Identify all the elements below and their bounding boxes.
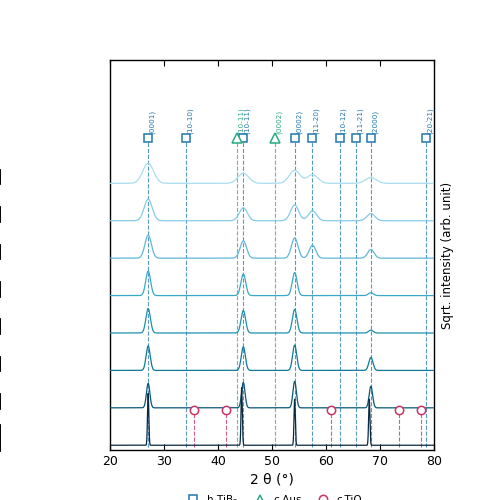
Y-axis label: Sqrt. intensity (arb. unit): Sqrt. intensity (arb. unit) <box>441 182 454 328</box>
Text: (11-21): (11-21) <box>357 108 363 134</box>
Text: (10-11): (10-11) <box>244 108 250 134</box>
Text: (20-͘21): (20-͘21) <box>427 108 434 134</box>
Text: (2000): (2000) <box>372 110 378 134</box>
Text: (0001): (0001) <box>149 110 156 134</box>
Legend: h-TiB$_2$, c-Aus, c-TiO: h-TiB$_2$, c-Aus, c-TiO <box>178 489 366 500</box>
Text: (10-12): (10-12) <box>340 108 347 134</box>
X-axis label: 2 θ (°): 2 θ (°) <box>250 472 294 486</box>
Text: (11-20): (11-20) <box>313 108 320 134</box>
Text: (10-11): (10-11) <box>238 108 244 134</box>
Text: (0002): (0002) <box>295 110 302 134</box>
Text: (0002): (0002) <box>275 110 282 134</box>
Text: (10-10): (10-10) <box>187 108 193 134</box>
